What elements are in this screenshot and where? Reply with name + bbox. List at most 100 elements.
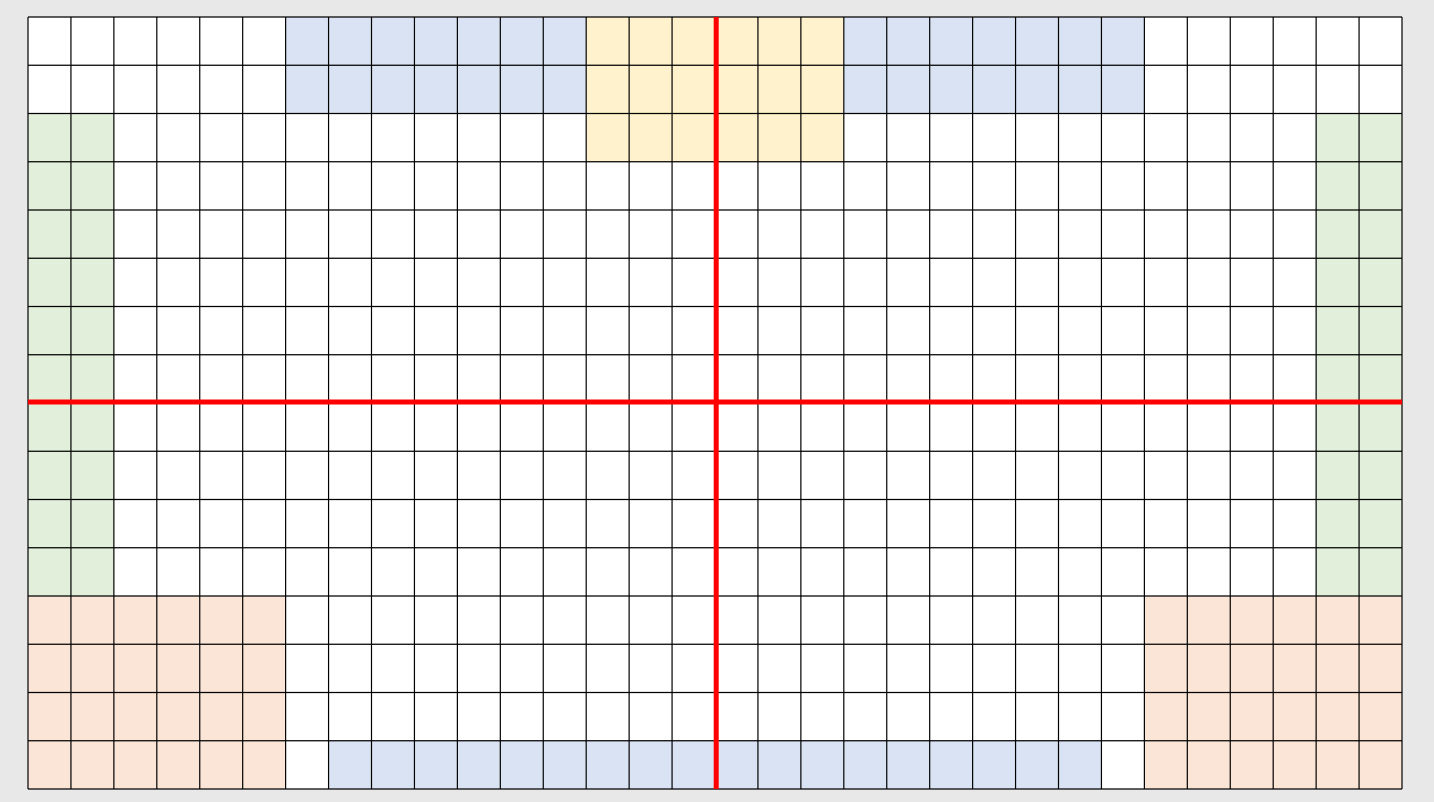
grid-cell — [1273, 65, 1317, 114]
grid-cell — [156, 354, 200, 403]
grid-cell — [1273, 596, 1317, 645]
grid-cell — [199, 258, 243, 307]
grid-cell — [457, 740, 501, 789]
grid-cell — [1316, 306, 1360, 355]
grid-cell — [543, 161, 587, 210]
grid-cell — [1230, 499, 1274, 548]
grid-cell — [285, 692, 329, 741]
grid-cell — [371, 65, 415, 114]
grid-cell — [757, 258, 801, 307]
grid-cell — [800, 596, 844, 645]
grid-cell — [113, 596, 157, 645]
grid-cell — [1015, 692, 1059, 741]
grid-cell — [1058, 161, 1102, 210]
grid-cell — [199, 547, 243, 596]
grid-cell — [113, 113, 157, 162]
grid-cell — [1359, 258, 1402, 307]
grid-cell — [1273, 354, 1317, 403]
grid-cell — [1359, 499, 1402, 548]
grid-cell — [457, 354, 501, 403]
grid-cell — [70, 65, 114, 114]
grid-cell — [972, 65, 1016, 114]
grid-cell — [543, 113, 587, 162]
grid-cell — [199, 210, 243, 259]
grid-cell — [929, 306, 973, 355]
grid-cell — [586, 161, 630, 210]
grid-cell — [1015, 547, 1059, 596]
grid-cell — [328, 113, 372, 162]
grid-cell — [1359, 354, 1402, 403]
grid-cell — [328, 258, 372, 307]
grid-cell — [715, 547, 758, 596]
grid-cell — [886, 65, 930, 114]
grid-cell — [113, 354, 157, 403]
grid-cell — [1187, 644, 1231, 693]
grid-cell — [843, 499, 887, 548]
grid-cell — [1015, 306, 1059, 355]
grid-cell — [156, 644, 200, 693]
grid-cell — [629, 258, 673, 307]
grid-cell — [1058, 65, 1102, 114]
grid-cell — [672, 258, 715, 307]
grid-cell — [1015, 740, 1059, 789]
grid-cell — [371, 451, 415, 500]
grid-cell — [113, 403, 157, 452]
grid-cell — [1230, 161, 1274, 210]
grid-cell — [70, 17, 114, 66]
grid-cell — [70, 547, 114, 596]
grid-cell — [1359, 644, 1402, 693]
grid-cell — [1359, 65, 1402, 114]
grid-cell — [113, 65, 157, 114]
grid-cell — [285, 306, 329, 355]
grid-cell — [371, 161, 415, 210]
grid-cell — [242, 17, 286, 66]
grid-cell — [757, 644, 801, 693]
grid-cell — [1187, 210, 1231, 259]
grid-cell — [113, 499, 157, 548]
grid-cell — [972, 740, 1016, 789]
grid-cell — [1316, 210, 1360, 259]
grid-cell — [1230, 210, 1274, 259]
grid-cell — [886, 113, 930, 162]
grid-cell — [1144, 354, 1188, 403]
grid-cell — [1015, 451, 1059, 500]
grid-cell — [199, 644, 243, 693]
grid-cell — [28, 306, 71, 355]
grid-cell — [629, 65, 673, 114]
grid-cell — [543, 451, 587, 500]
grid-cell — [1230, 354, 1274, 403]
grid-cell — [1187, 306, 1231, 355]
grid-cell — [629, 740, 673, 789]
grid-cell — [414, 306, 458, 355]
grid-cell — [886, 451, 930, 500]
grid-cell — [586, 499, 630, 548]
grid-cell — [972, 692, 1016, 741]
grid-cell — [70, 596, 114, 645]
grid-cell — [70, 740, 114, 789]
grid-cell — [242, 596, 286, 645]
grid-cell — [28, 499, 71, 548]
grid-cell — [1101, 354, 1145, 403]
grid-cell — [1015, 644, 1059, 693]
grid-cell — [886, 161, 930, 210]
grid-cell — [1359, 306, 1402, 355]
grid-cell — [715, 113, 758, 162]
grid-cell — [328, 644, 372, 693]
grid-cell — [843, 740, 887, 789]
grid-cell — [113, 210, 157, 259]
grid-cell — [414, 65, 458, 114]
grid-cell — [199, 17, 243, 66]
grid-cell — [886, 354, 930, 403]
grid-cell — [1101, 65, 1145, 114]
grid-cell — [1359, 740, 1402, 789]
grid-cell — [629, 596, 673, 645]
grid-cell — [629, 644, 673, 693]
grid-cell — [28, 354, 71, 403]
grid-cell — [242, 644, 286, 693]
grid-cell — [1273, 17, 1317, 66]
grid-cell — [242, 354, 286, 403]
grid-cell — [500, 210, 544, 259]
grid-cell — [886, 499, 930, 548]
grid-cell — [1058, 258, 1102, 307]
